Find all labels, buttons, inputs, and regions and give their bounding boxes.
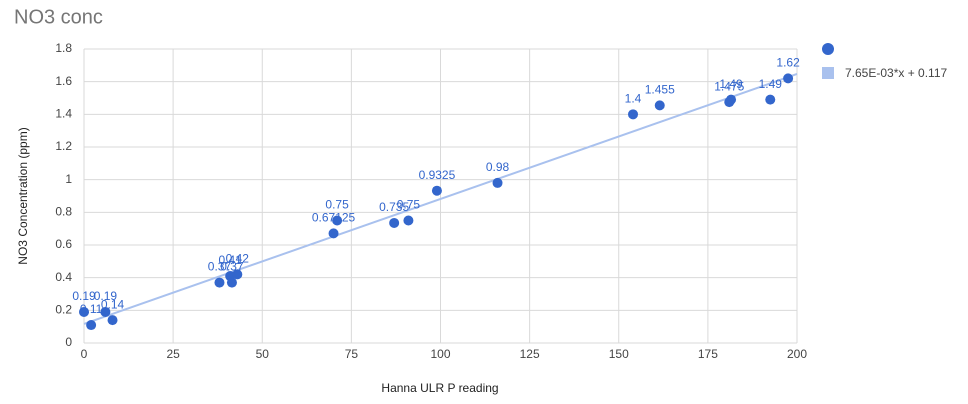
y-tick-label: 0.8 — [55, 205, 72, 219]
point — [214, 277, 225, 288]
data-label: 0.37 — [208, 260, 232, 274]
y-tick-label: 1 — [65, 172, 72, 186]
point — [332, 215, 343, 226]
y-tick-label: 1.2 — [55, 139, 72, 153]
trendline — [83, 73, 798, 325]
point — [726, 94, 737, 105]
data-label: 1.475 — [714, 79, 744, 93]
point — [86, 320, 97, 331]
point — [79, 306, 89, 317]
point — [628, 109, 639, 120]
y-tick-label: 1.6 — [55, 74, 72, 88]
data-label: 0.75 — [325, 198, 349, 212]
data-label: 0.19 — [72, 289, 96, 303]
x-tick-label: 125 — [520, 347, 540, 361]
data-label: 1.49 — [719, 77, 743, 91]
data-label: 0.75 — [397, 198, 421, 212]
x-tick-label: 0 — [81, 347, 88, 361]
y-tick-label: 1.8 — [55, 41, 72, 55]
x-tick-label: 75 — [345, 347, 359, 361]
y-tick-label: 0.2 — [55, 303, 72, 317]
point — [107, 315, 118, 326]
data-label: 0.42 — [226, 252, 250, 266]
data-label: 0.19 — [94, 289, 118, 303]
y-axis-label: NO3 Concentration (ppm) — [16, 127, 30, 264]
data-label: 1.4 — [625, 92, 642, 106]
data-label: 0.41 — [218, 253, 242, 267]
data-label: 0.11 — [80, 302, 103, 316]
point — [389, 217, 400, 228]
x-tick-label: 50 — [256, 347, 270, 361]
data-label: 1.455 — [645, 83, 675, 97]
y-tick-label: 0 — [65, 335, 72, 349]
point — [654, 100, 665, 111]
x-axis-label: Hanna ULR P reading — [381, 381, 498, 395]
point — [100, 306, 111, 317]
y-tick-label: 0.4 — [55, 270, 72, 284]
point — [783, 73, 794, 84]
x-tick-label: 150 — [609, 347, 629, 361]
data-label: 0.98 — [486, 160, 510, 174]
point — [226, 277, 237, 288]
data-label: 1.49 — [759, 77, 783, 91]
x-tick-label: 100 — [430, 347, 450, 361]
point — [492, 177, 503, 188]
y-tick-label: 1.4 — [55, 107, 72, 121]
x-tick-label: 25 — [166, 347, 180, 361]
data-label: 0.9325 — [419, 168, 456, 182]
point — [765, 94, 776, 105]
chart-title: NO3 conc — [14, 6, 103, 28]
point — [232, 269, 243, 280]
data-label: 0.735 — [379, 200, 409, 214]
point — [328, 228, 339, 239]
point — [431, 185, 442, 196]
data-label: 0.14 — [101, 297, 125, 311]
x-tick-label: 200 — [787, 347, 807, 361]
point — [403, 215, 414, 226]
x-tick-label: 175 — [698, 347, 718, 361]
legend-marker — [822, 43, 834, 55]
data-label: 1.62 — [776, 56, 800, 70]
legend-label: 7.65E-03*x + 0.117 — [845, 66, 948, 80]
legend-marker — [822, 67, 834, 79]
y-tick-label: 0.6 — [55, 237, 72, 251]
